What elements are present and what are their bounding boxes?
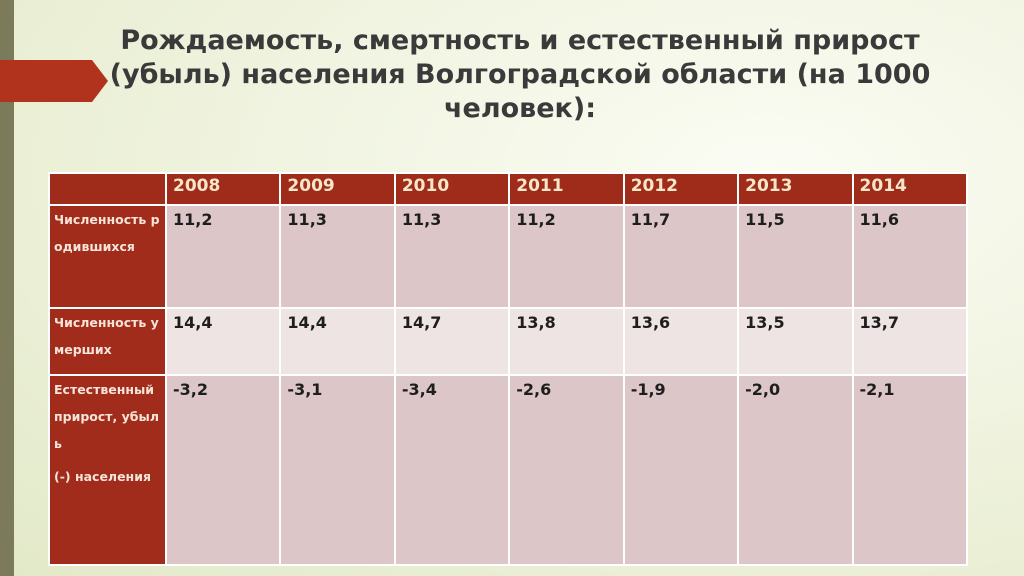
table-cell: 13,7 xyxy=(851,307,969,376)
table-cell: 11,6 xyxy=(851,204,969,309)
row-label: Численность умерших xyxy=(48,307,167,376)
table-row: Численность умерших 14,4 14,4 14,7 13,8 13,6 1… xyxy=(48,307,969,376)
table-cell: 13,5 xyxy=(737,307,854,376)
corner-cell xyxy=(48,172,167,206)
column-header: 2008 xyxy=(164,172,282,206)
side-strip xyxy=(0,0,14,576)
table-cell: 11,5 xyxy=(737,204,854,309)
column-header: 2010 xyxy=(393,172,511,206)
table-cell: -2,0 xyxy=(737,374,854,566)
table-row: Естественный прирост, убыль (-) населения… xyxy=(48,374,969,566)
table-cell: 11,2 xyxy=(164,204,282,309)
table-cell: 13,6 xyxy=(622,307,740,376)
title: Рождаемость, смертность и естественный п… xyxy=(109,25,931,124)
table-cell: -3,2 xyxy=(164,374,282,566)
table-cell: -3,4 xyxy=(393,374,511,566)
row-label-text: Естественный прирост, убыль xyxy=(54,382,159,451)
column-header: 2011 xyxy=(508,172,625,206)
data-table: 2008 2009 2010 2011 2012 2013 2014 Численность … xyxy=(48,172,969,566)
row-label-text: Численность родившихся xyxy=(54,212,160,254)
table-cell: -3,1 xyxy=(279,374,396,566)
row-label: Естественный прирост, убыль (-) населения xyxy=(48,374,167,566)
table-cell: 14,4 xyxy=(279,307,396,376)
row-label-text: Численность умерших xyxy=(54,315,159,357)
table-cell: 14,7 xyxy=(393,307,511,376)
table-cell: -1,9 xyxy=(622,374,740,566)
header-row: 2008 2009 2010 2011 2012 2013 2014 xyxy=(48,172,969,206)
table-row: Численность родившихся 11,2 11,3 11,3 11,2 11… xyxy=(48,204,969,309)
table-cell: 11,7 xyxy=(622,204,740,309)
table-cell: 14,4 xyxy=(164,307,282,376)
table-cell: -2,1 xyxy=(851,374,969,566)
column-header: 2009 xyxy=(279,172,396,206)
row-label: Численность родившихся xyxy=(48,204,167,309)
table-cell: -2,6 xyxy=(508,374,625,566)
table-cell: 11,2 xyxy=(508,204,625,309)
column-header: 2012 xyxy=(622,172,740,206)
table-cell: 13,8 xyxy=(508,307,625,376)
column-header: 2013 xyxy=(737,172,854,206)
table-cell: 11,3 xyxy=(393,204,511,309)
row-label-text: (-) населения xyxy=(54,469,151,484)
table-cell: 11,3 xyxy=(279,204,396,309)
arrow-decor xyxy=(0,60,108,102)
column-header: 2014 xyxy=(851,172,969,206)
